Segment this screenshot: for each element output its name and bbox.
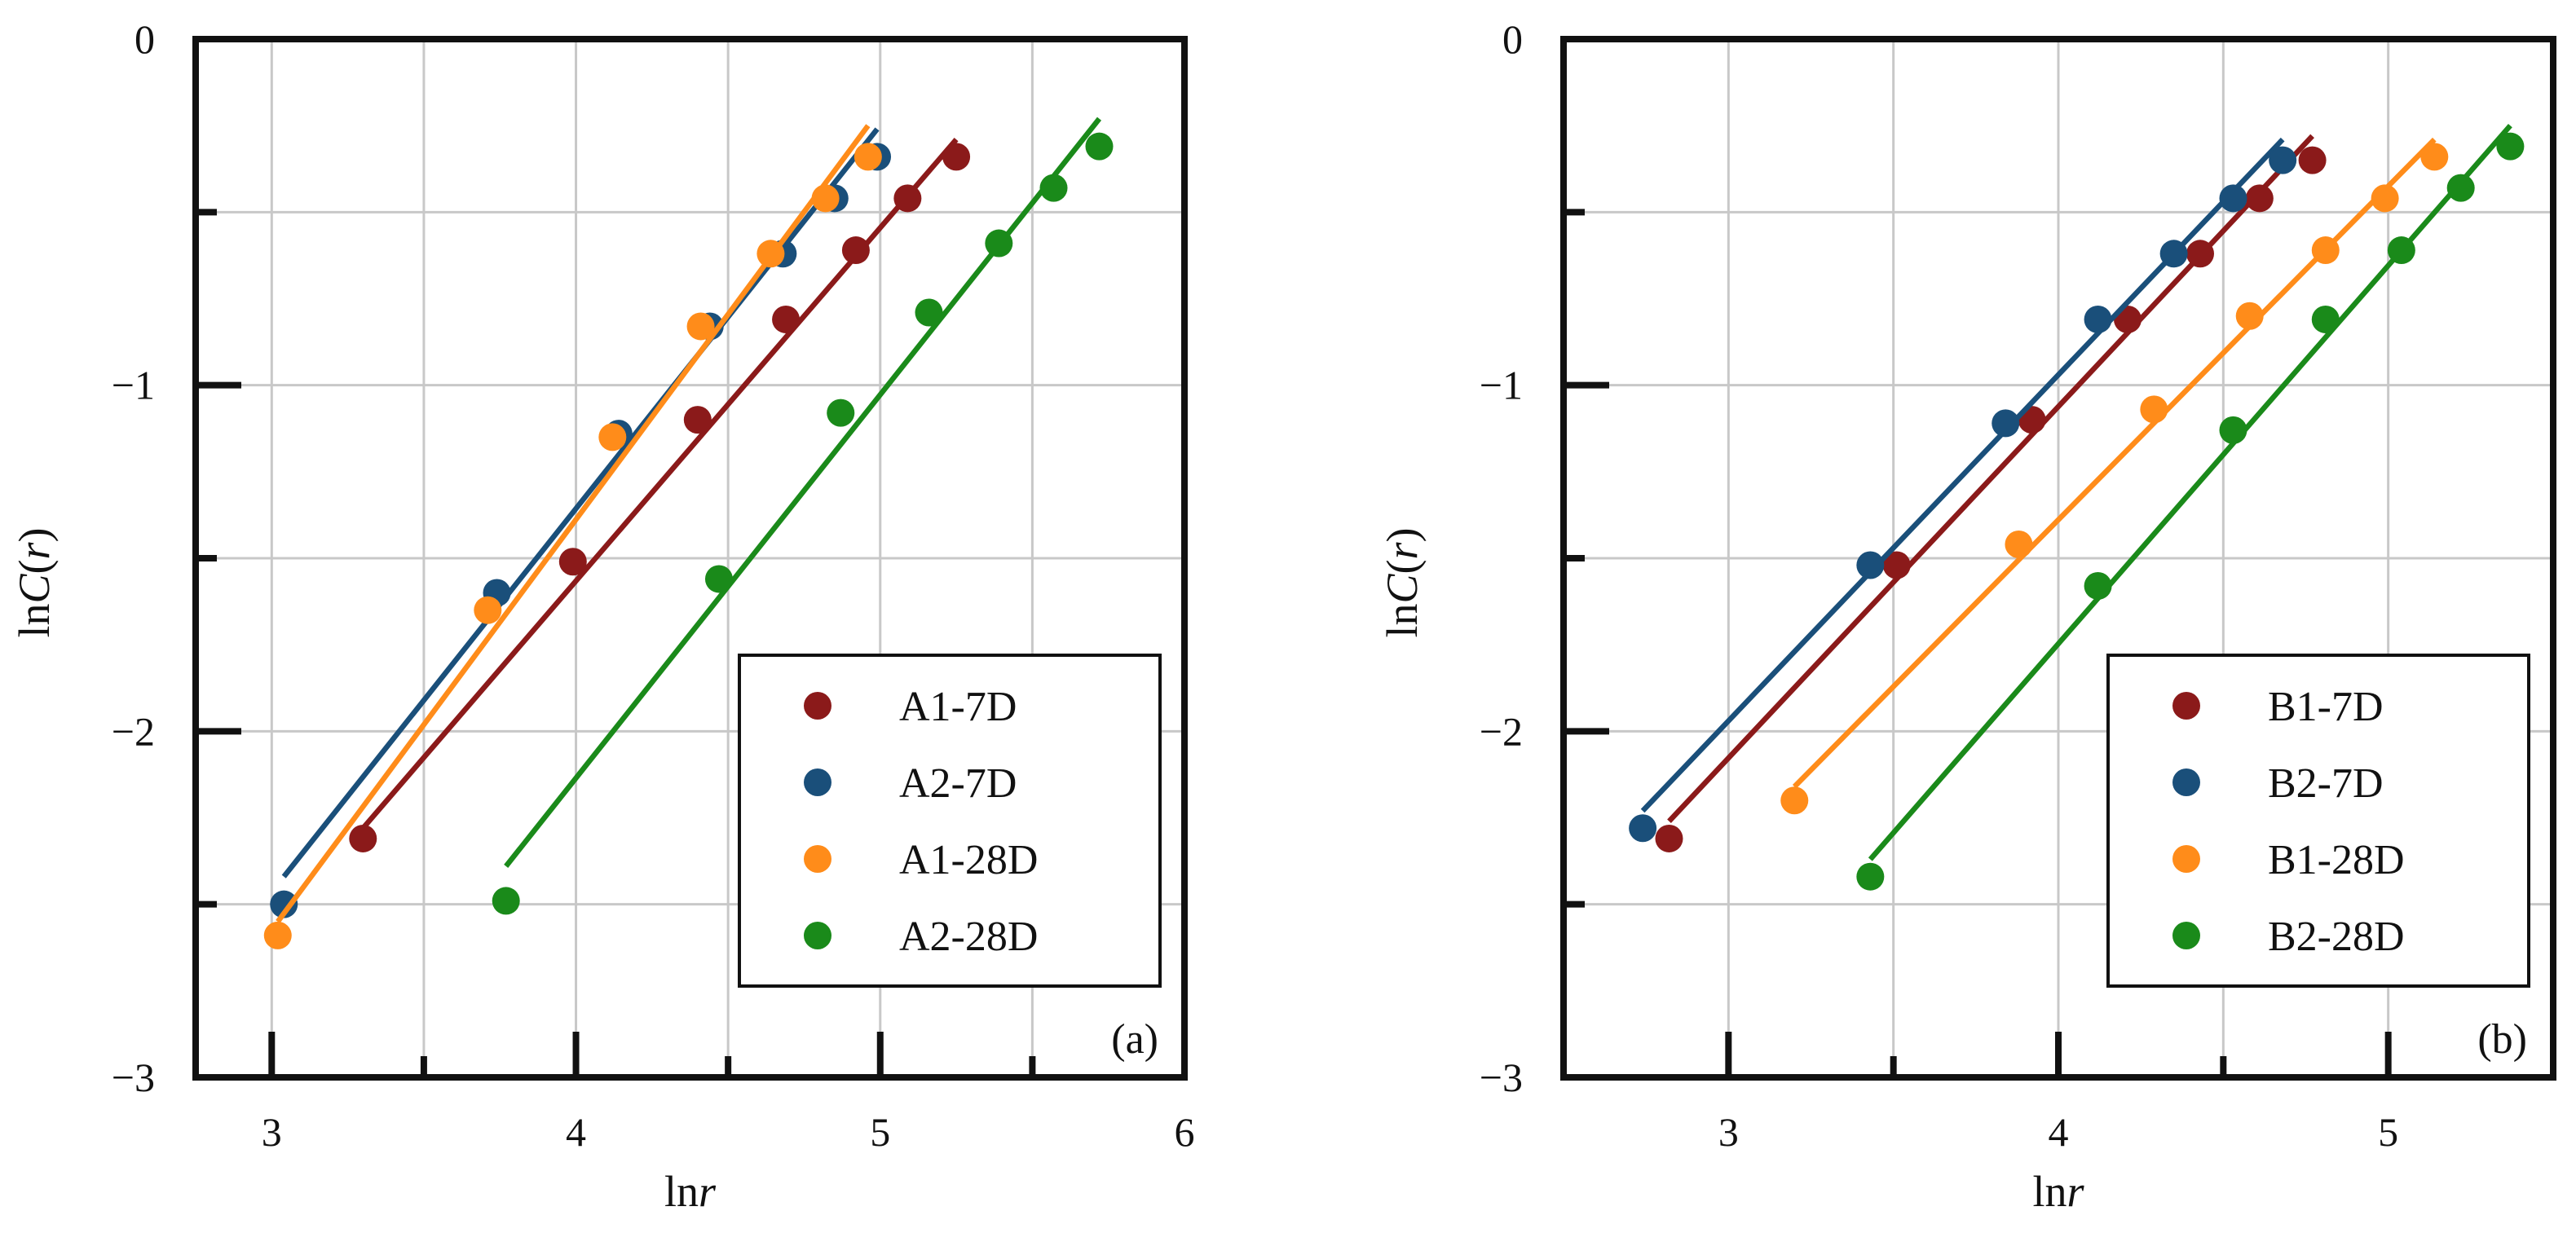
data-point [2084,305,2112,333]
series-B2-7D [1629,137,2297,843]
y-tick-label: −3 [112,1055,155,1100]
series-A1-7D [349,138,971,852]
data-point [2235,302,2264,330]
legend-marker [2172,922,2200,949]
y-axis-title: lnC(r) [1378,527,1427,637]
x-tick-label: 6 [1175,1109,1195,1155]
data-point [349,824,377,852]
data-point [492,887,520,915]
data-point [2387,236,2415,265]
data-point [827,399,855,427]
data-point [2420,143,2449,171]
panel-label: (b) [2477,1016,2527,1063]
data-point [2159,240,2188,268]
legend-label: B1-7D [2268,684,2384,730]
legend: A1-7D A2-7D A1-28D A2-28D [738,654,1162,988]
y-tick-label: −3 [1480,1055,1523,1100]
series-B2-28D [1856,124,2525,891]
legend-label: A2-28D [899,914,1038,960]
data-point [811,184,840,213]
data-point [558,548,587,576]
data-point [1085,132,1114,161]
x-tick-label: 3 [262,1109,282,1155]
legend-label: A1-7D [899,684,1017,730]
data-point [683,406,712,434]
data-point [2084,571,2112,600]
legend-label: B2-7D [2268,760,2384,807]
data-point [2140,395,2168,424]
data-point [263,921,292,949]
data-point [2298,146,2327,174]
panel-label: (a) [1111,1016,1158,1063]
y-tick-label: 0 [1502,16,1523,62]
legend-marker [2172,692,2200,720]
data-point [474,596,502,624]
data-point [1992,409,2020,438]
x-tick-label: 3 [1718,1109,1739,1155]
legend-label: A1-28D [899,837,1038,883]
data-point [854,143,882,171]
data-point [2219,416,2247,444]
series-A1-28D [263,124,882,949]
data-point [1655,824,1683,852]
legend: B1-7D B2-7D B1-28D B2-28D [2106,654,2530,988]
series-B1-28D [1780,137,2449,815]
data-point [2245,184,2274,213]
y-tick-label: −1 [1480,363,1523,408]
x-tick-label: 5 [2378,1109,2398,1155]
data-point [2269,146,2297,174]
legend-marker [804,845,831,873]
data-point [1856,551,1885,579]
data-point [1629,814,1657,843]
data-point [772,305,801,333]
x-tick-label: 4 [2049,1109,2069,1155]
data-point [598,423,627,451]
legend-label: A2-7D [899,760,1017,807]
series-B1-7D [1655,134,2327,852]
data-point [841,236,870,265]
y-tick-label: −1 [112,363,155,408]
y-tick-label: −2 [1480,708,1523,754]
data-point [2219,184,2247,213]
y-axis-title: lnC(r) [10,527,59,637]
legend-marker [2172,768,2200,796]
data-point [2311,236,2340,265]
y-tick-label: −2 [112,708,155,754]
x-axis-title: lnr [664,1167,717,1216]
data-point [915,298,943,327]
series-A2-28D [492,117,1114,915]
data-point [2186,240,2215,268]
data-point [1780,786,1809,815]
data-point [704,565,733,593]
data-point [893,184,922,213]
chart-panel-a: 3 4 5 6 0 −1 −2 −3 A1-7D A2-7D A1-28D A2-28D (a) [112,16,1195,1155]
data-point [1039,174,1068,202]
data-point [2005,531,2033,559]
legend-label: B1-28D [2268,837,2405,883]
data-point [1882,551,1911,579]
data-point [2371,184,2399,213]
data-point [2496,132,2525,161]
data-point [270,890,298,918]
legend-label: B2-28D [2268,914,2405,960]
data-point [985,229,1013,258]
legend-marker [804,692,831,720]
data-point [2446,174,2475,202]
x-tick-label: 5 [870,1109,890,1155]
legend-marker [804,768,831,796]
legend-marker [804,922,831,949]
data-point [1856,862,1885,891]
data-point [2311,305,2340,333]
data-point [942,143,971,171]
data-point [686,312,715,341]
x-tick-label: 4 [566,1109,586,1155]
chart-panel-b: 3 4 5 0 −1 −2 −3 B1-7D B2-7D B1-28D B2-28D (b) [1480,16,2556,1155]
data-point [756,240,785,268]
y-tick-label: 0 [135,16,155,62]
x-axis-title: lnr [2032,1167,2084,1216]
legend-marker [2172,845,2200,873]
